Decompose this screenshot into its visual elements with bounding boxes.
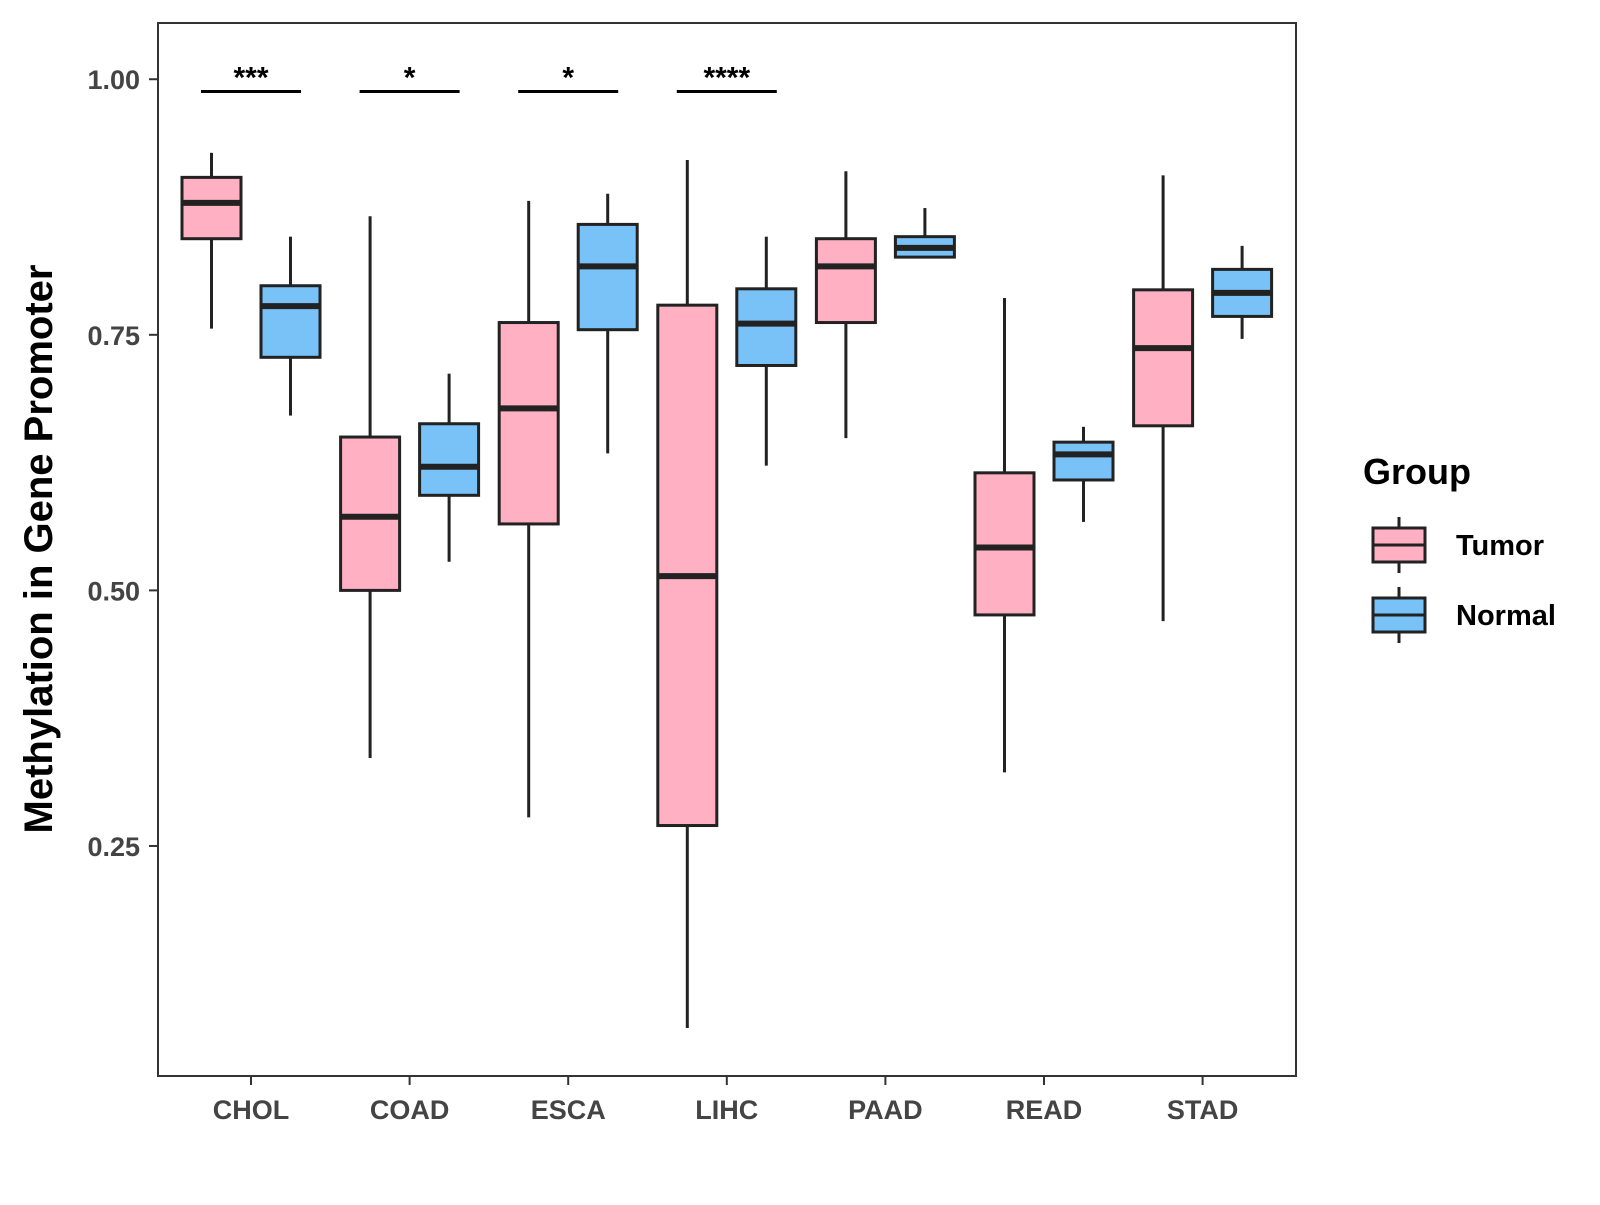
box-tumor-esca — [497, 200, 560, 818]
box-tumor-coad — [339, 216, 402, 759]
legend-label-tumor: Tumor — [1456, 530, 1544, 562]
box-tumor-lihc — [656, 159, 719, 1028]
y-axis: 0.25 0.50 0.75 1.00 — [87, 65, 158, 862]
significance-label: * — [404, 61, 416, 94]
box-iqr — [656, 303, 719, 828]
box-tumor-paad — [814, 171, 877, 439]
y-tick-label: 0.50 — [87, 576, 140, 606]
significance-label: * — [562, 61, 574, 94]
x-tick-label: COAD — [370, 1095, 450, 1125]
box-normal-paad — [893, 208, 956, 259]
x-tick-label: ESCA — [531, 1095, 606, 1125]
legend-label-normal: Normal — [1456, 600, 1556, 632]
box-iqr — [497, 321, 560, 526]
box-iqr — [1052, 440, 1115, 482]
legend: Group Tumor Normal — [1363, 451, 1556, 643]
box-normal-stad — [1211, 245, 1274, 339]
box-tumor-stad — [1132, 175, 1195, 622]
y-axis-label: Methylation in Gene Promoter — [17, 265, 61, 834]
box-normal-chol — [259, 236, 322, 416]
y-tick-label: 0.25 — [87, 832, 140, 862]
box-normal-esca — [576, 193, 639, 454]
x-tick-label: PAAD — [848, 1095, 923, 1125]
box-iqr — [180, 175, 243, 241]
box-normal-lihc — [735, 236, 798, 466]
y-tick-label: 1.00 — [87, 65, 140, 95]
significance-annotations: *** * * **** — [201, 61, 777, 94]
box-iqr — [576, 222, 639, 332]
box-iqr — [735, 287, 798, 367]
box-normal-coad — [418, 373, 481, 562]
x-tick-label: CHOL — [213, 1095, 290, 1125]
legend-title: Group — [1363, 451, 1471, 492]
box-iqr — [1132, 288, 1195, 428]
x-tick-label: READ — [1006, 1095, 1083, 1125]
box-iqr — [973, 471, 1036, 617]
box-series — [180, 152, 1274, 1028]
box-iqr — [814, 237, 877, 325]
x-tick-label: LIHC — [695, 1095, 758, 1125]
x-tick-label: STAD — [1167, 1095, 1239, 1125]
significance-label: *** — [233, 61, 268, 94]
box-iqr — [418, 422, 481, 497]
box-tumor-read — [973, 298, 1036, 773]
box-iqr — [259, 284, 322, 359]
plot-panel — [157, 22, 1297, 1077]
significance-label: **** — [703, 61, 750, 94]
y-tick-label: 0.75 — [87, 321, 140, 351]
x-axis: CHOL COAD ESCA LIHC PAAD READ STAD — [213, 1076, 1239, 1125]
box-iqr — [339, 435, 402, 592]
box-tumor-chol — [180, 152, 243, 329]
box-normal-read — [1052, 426, 1115, 522]
